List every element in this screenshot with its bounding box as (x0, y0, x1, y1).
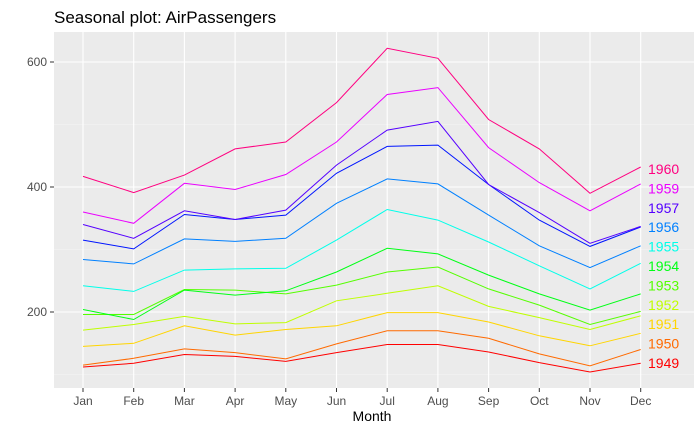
end-label-1954: 1954 (648, 258, 679, 274)
end-label-1956: 1956 (648, 219, 679, 235)
end-label-1955: 1955 (648, 239, 679, 255)
x-tick-label: Apr (226, 394, 245, 408)
series-line-1958 (82, 120, 641, 244)
x-tick-label: Sep (478, 394, 500, 408)
x-tick-label: Jul (380, 394, 395, 408)
series-line-1954 (82, 247, 641, 321)
end-label-1959: 1959 (648, 180, 679, 196)
x-tick-label: Jun (327, 394, 346, 408)
end-label-1950: 1950 (648, 336, 679, 352)
x-tick-label: Oct (530, 394, 549, 408)
series-line-1950 (82, 330, 641, 367)
series-line-1949 (82, 344, 641, 373)
series-line-1957 (82, 144, 641, 250)
y-tick-label: 600 (27, 55, 47, 69)
x-tick-label: Nov (579, 394, 600, 408)
series-line-1956 (82, 178, 641, 269)
x-axis: Jan Feb Mar Apr May Jun Jul Aug Sep Oct Nov Dec (73, 388, 651, 408)
series-line-1951 (82, 312, 641, 347)
y-tick-label: 400 (27, 180, 47, 194)
end-label-1952: 1952 (648, 297, 679, 313)
x-axis-title: Month (353, 408, 392, 424)
grid-minor (54, 124, 694, 375)
x-tick-label: Feb (123, 394, 144, 408)
end-labels: 1960 1959 1957 1956 1955 1954 1953 1952 1951 1950… (648, 161, 679, 371)
series-line-1952 (82, 285, 641, 331)
end-label-1960: 1960 (648, 161, 679, 177)
x-tick-label: Dec (630, 394, 651, 408)
x-tick-label: Jan (73, 394, 92, 408)
series-line-1955 (82, 208, 641, 292)
series-lines (82, 47, 641, 373)
series-line-1959 (82, 87, 641, 224)
x-tick-label: Aug (427, 394, 448, 408)
end-label-1953: 1953 (648, 277, 679, 293)
y-axis: 200 400 600 (27, 55, 54, 319)
y-tick-label: 200 (27, 305, 47, 319)
end-label-1949: 1949 (648, 355, 679, 371)
series-line-1953 (83, 266, 641, 326)
x-tick-label: May (274, 394, 297, 408)
x-tick-label: Mar (174, 394, 195, 408)
chart-title: Seasonal plot: AirPassengers (54, 8, 276, 27)
end-label-1951: 1951 (648, 316, 679, 332)
end-label-1957: 1957 (648, 200, 679, 216)
series-line-1960 (82, 47, 641, 194)
